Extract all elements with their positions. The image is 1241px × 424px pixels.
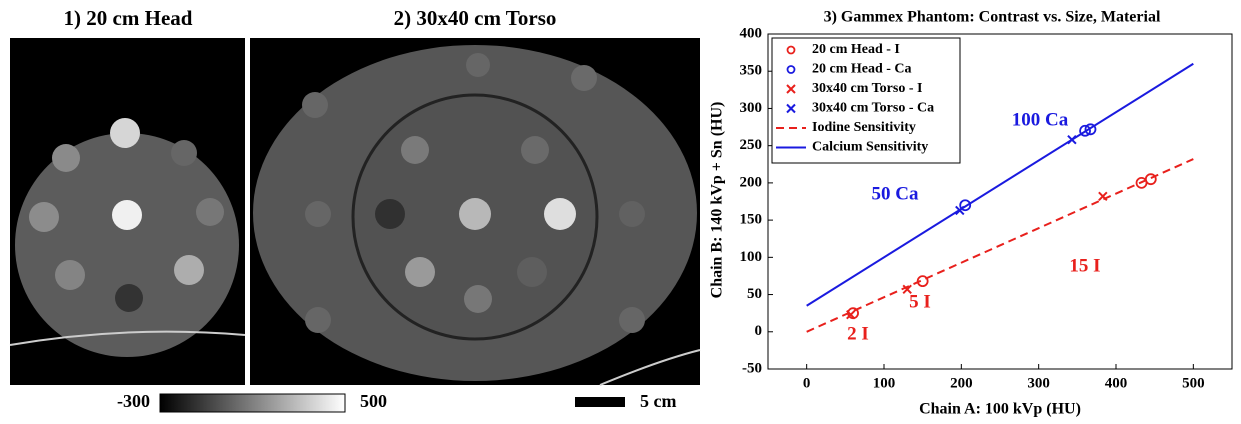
colorbar — [160, 394, 345, 412]
x-tick-label: 100 — [873, 375, 896, 391]
legend-label: 30x40 cm Torso - I — [812, 81, 922, 96]
y-tick-label: 100 — [740, 249, 763, 265]
y-tick-label: 150 — [740, 212, 763, 228]
annotation: 15 I — [1069, 255, 1100, 276]
colorbar-max: 500 — [360, 391, 387, 411]
y-tick-label: 0 — [755, 323, 763, 339]
scale-bar — [575, 397, 625, 407]
figure: 1) 20 cm Head 2) 30x40 cm Torso -300 500… — [0, 0, 1241, 424]
x-tick-label: 0 — [803, 375, 811, 391]
torso-image — [250, 38, 700, 385]
head-image — [10, 38, 245, 385]
x-tick-label: 500 — [1182, 375, 1205, 391]
y-tick-label: 50 — [747, 286, 762, 302]
legend-label: 20 cm Head - Ca — [812, 62, 912, 77]
y-tick-label: 250 — [740, 137, 763, 153]
legend-label: 20 cm Head - I — [812, 42, 900, 57]
y-tick-label: 300 — [740, 100, 763, 116]
y-tick-label: 350 — [740, 63, 763, 79]
annotation: 100 Ca — [1012, 109, 1069, 130]
legend-label: Iodine Sensitivity — [812, 120, 916, 135]
scale-bar-label: 5 cm — [640, 391, 676, 411]
x-tick-label: 300 — [1027, 375, 1050, 391]
legend-label: Calcium Sensitivity — [812, 140, 928, 155]
panel-title: 1) 20 cm Head — [64, 6, 193, 30]
legend-label: 30x40 cm Torso - Ca — [812, 101, 934, 116]
colorbar-min: -300 — [117, 391, 150, 411]
y-tick-label: 200 — [740, 174, 763, 190]
x-tick-label: 400 — [1105, 375, 1128, 391]
annotation: 50 Ca — [872, 183, 919, 204]
y-axis-label: Chain B: 140 kVp + Sn (HU) — [709, 102, 726, 299]
chart-title: 3) Gammex Phantom: Contrast vs. Size, Ma… — [824, 9, 1161, 26]
x-tick-label: 200 — [950, 375, 973, 391]
x-axis-label: Chain A: 100 kVp (HU) — [919, 401, 1081, 418]
y-tick-label: -50 — [742, 360, 762, 376]
annotation: 5 I — [909, 291, 931, 312]
annotation: 2 I — [847, 323, 869, 344]
y-tick-label: 400 — [740, 25, 763, 41]
panel-title: 2) 30x40 cm Torso — [394, 6, 557, 30]
